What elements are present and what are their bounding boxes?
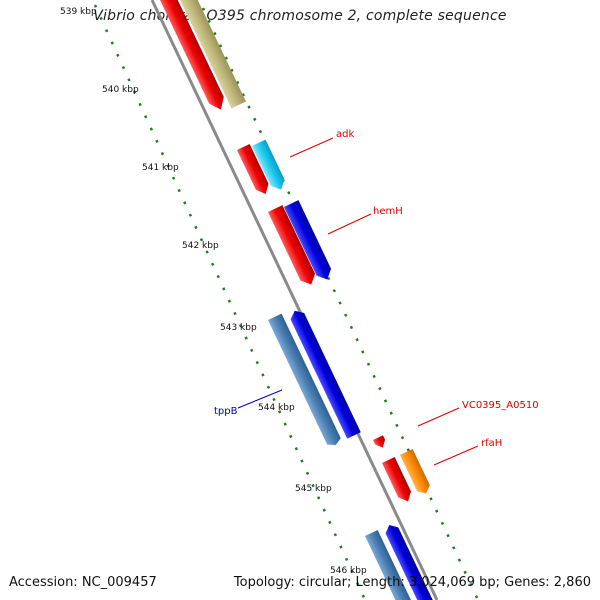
gene-olive-1: [175, 0, 246, 109]
gene-blue-2: [290, 310, 361, 439]
gene-label-adk[interactable]: adk: [336, 129, 354, 140]
topology-summary-text: Topology: circular; Length: 3,024,069 bp…: [233, 575, 591, 590]
outer-tick-ring: [201, 7, 480, 600]
tick-label-546: 546 kbp: [330, 566, 367, 576]
leader-hemH: [327, 213, 372, 235]
tick-label-539: 539 kbp: [60, 7, 97, 17]
tick-label-542: 542 kbp: [182, 241, 219, 251]
gene-orange-1: [400, 448, 430, 494]
gene-red-4: [373, 435, 386, 448]
gene-steel-1: [268, 313, 341, 446]
gene-cyan-1: [252, 139, 285, 190]
gene-red-3: [268, 205, 316, 285]
gene-red-2: [237, 143, 269, 194]
gene-label-VC0395_A0510[interactable]: VC0395_A0510: [462, 400, 539, 411]
tick-label-544: 544 kbp: [258, 403, 295, 413]
leader-adk: [289, 137, 334, 158]
gene-red-5: [382, 456, 411, 502]
tick-label-541: 541 kbp: [142, 163, 179, 173]
gene-blue-3: [385, 524, 435, 600]
leader-rfaH: [433, 445, 479, 466]
inner-tick-ring: [93, 4, 367, 600]
gene-label-tppB[interactable]: tppB: [214, 406, 238, 417]
gene-steel-2: [365, 529, 412, 600]
leader-VC0395_A0510: [417, 407, 460, 427]
leader-tppB: [237, 389, 283, 409]
gene-label-rfaH[interactable]: rfaH: [481, 438, 502, 449]
tick-label-540: 540 kbp: [102, 85, 139, 95]
gene-label-hemH[interactable]: hemH: [373, 206, 403, 217]
gene-red-1: [155, 0, 224, 110]
accession-text: Accession: NC_009457: [9, 575, 157, 590]
tick-label-545: 545 kbp: [295, 484, 332, 494]
tick-label-543: 543 kbp: [220, 323, 257, 333]
gene-blue-1: [284, 200, 332, 280]
backbone: [150, 0, 439, 600]
